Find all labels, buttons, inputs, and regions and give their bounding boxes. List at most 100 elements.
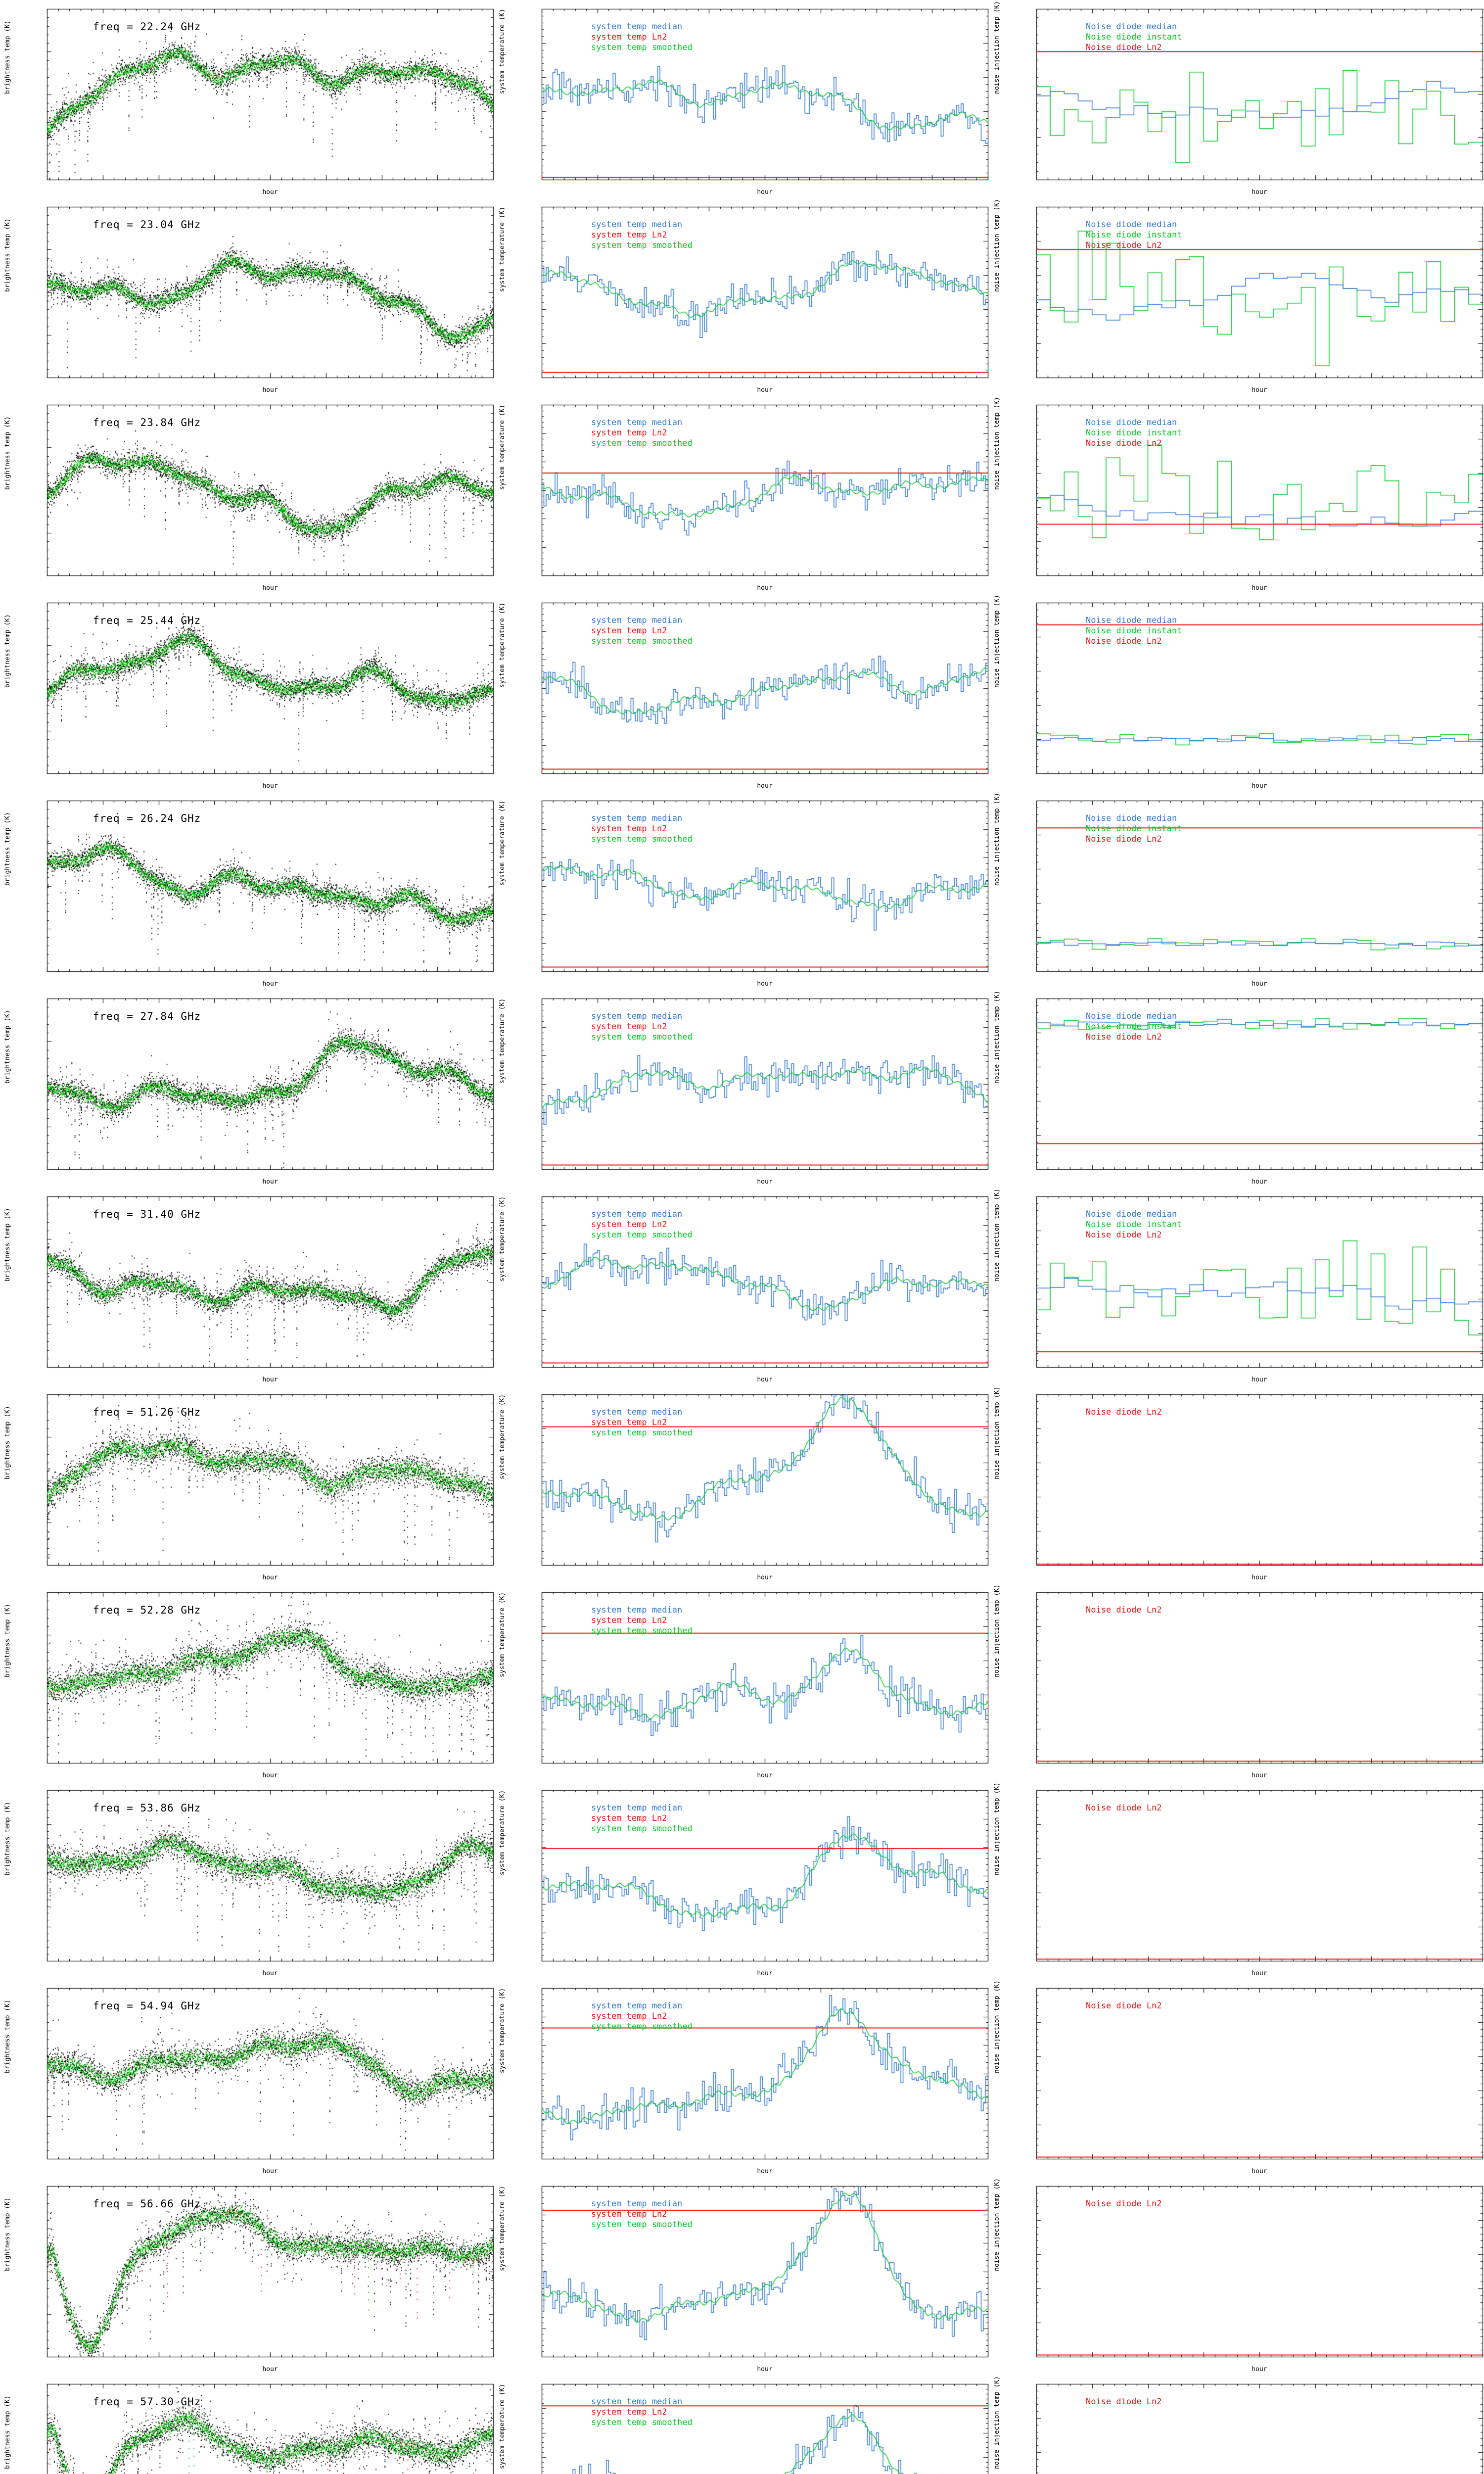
legend-entry: system temp Ln2: [591, 2011, 667, 2021]
noise-diode-plot-canvas: [989, 792, 1484, 990]
brightness-temp-panel: freq = 51.26 GHz brightness temp (K) hou…: [0, 1385, 495, 1583]
freq-label: freq = 25.44 GHz: [93, 615, 201, 626]
noise-diode-panel: Noise diode Ln2 noise injection temp (K)…: [989, 1583, 1484, 1781]
hour-x-axis-label: hour: [1252, 1178, 1267, 1186]
legend-entry: system temp smoothed: [591, 438, 693, 448]
legend-entry: system temp smoothed: [591, 2220, 693, 2230]
legend-entry: system temp Ln2: [591, 1813, 667, 1823]
system-temp-panel: system temp median system temp Ln2 system …: [495, 1979, 989, 2177]
legend-entry: Noise diode Ln2: [1086, 2001, 1162, 2011]
hour-x-axis-label: hour: [262, 386, 278, 394]
hour-x-axis-label: hour: [757, 189, 773, 196]
legend-entry: Noise diode median: [1086, 813, 1177, 823]
system-temp-panel: system temp median system temp Ln2 system …: [495, 990, 989, 1188]
system-temp-legend: system temp median system temp Ln2 system …: [591, 1605, 693, 1636]
channel-row: freq = 51.26 GHz brightness temp (K) hou…: [0, 1385, 1484, 1583]
brightness-temp-panel: freq = 22.24 GHz brightness temp (K) hou…: [0, 0, 495, 198]
legend-entry: Noise diode median: [1086, 616, 1177, 625]
channel-row: freq = 54.94 GHz brightness temp (K) hou…: [0, 1979, 1484, 2177]
system-temp-legend: system temp median system temp Ln2 system …: [591, 1011, 693, 1043]
brightness-temp-plot-canvas: [0, 990, 495, 1188]
legend-entry: system temp smoothed: [591, 1230, 693, 1240]
legend-entry: system temp Ln2: [591, 2209, 667, 2219]
legend-entry: system temp smoothed: [591, 43, 693, 52]
noise-diode-panel: Noise diode median Noise diode instant Noi…: [989, 396, 1484, 594]
legend-entry: Noise diode instant: [1086, 32, 1182, 42]
system-temp-panel: system temp median system temp Ln2 system …: [495, 2177, 989, 2375]
legend-entry: system temp median: [591, 2397, 683, 2407]
system-temp-plot-canvas: [495, 2177, 989, 2375]
legend-entry: Noise diode Ln2: [1086, 1032, 1162, 1042]
noise-diode-legend: Noise diode median Noise diode instant Noi…: [1086, 616, 1182, 647]
legend-entry: Noise diode instant: [1086, 1220, 1182, 1230]
channel-row: freq = 52.28 GHz brightness temp (K) hou…: [0, 1583, 1484, 1781]
noise-diode-legend: Noise diode median Noise diode instant Noi…: [1086, 22, 1182, 53]
system-temp-panel: system temp median system temp Ln2 system …: [495, 396, 989, 594]
system-temp-panel: system temp median system temp Ln2 system …: [495, 1583, 989, 1781]
brightness-temp-panel: freq = 26.24 GHz brightness temp (K) hou…: [0, 792, 495, 990]
legend-entry: Noise diode Ln2: [1086, 1605, 1162, 1615]
freq-label: freq = 57.30 GHz: [93, 2396, 201, 2408]
brightness-temp-panel: freq = 31.40 GHz brightness temp (K) hou…: [0, 1188, 495, 1385]
freq-label: freq = 52.28 GHz: [93, 1604, 201, 1616]
legend-entry: system temp Ln2: [591, 824, 667, 834]
hour-x-axis-label: hour: [262, 782, 278, 790]
legend-entry: Noise diode Ln2: [1086, 438, 1162, 448]
legend-entry: system temp smoothed: [591, 1032, 693, 1042]
system-temp-plot-canvas: [495, 0, 989, 198]
hour-x-axis-label: hour: [262, 2366, 278, 2373]
legend-entry: Noise diode median: [1086, 220, 1177, 230]
system-temp-panel: system temp median system temp Ln2 system …: [495, 1188, 989, 1385]
noise-diode-panel: Noise diode median Noise diode instant Noi…: [989, 792, 1484, 990]
system-temp-legend: system temp median system temp Ln2 system …: [591, 220, 693, 251]
freq-label: freq = 54.94 GHz: [93, 2000, 201, 2012]
legend-entry: system temp median: [591, 220, 683, 230]
freq-label: freq = 22.24 GHz: [93, 21, 201, 33]
system-temp-plot-canvas: [495, 1583, 989, 1781]
legend-entry: system temp median: [591, 1803, 683, 1813]
system-temp-plot-canvas: [495, 396, 989, 594]
noise-diode-panel: Noise diode Ln2 noise injection temp (K)…: [989, 1781, 1484, 1979]
noise-diode-panel: Noise diode Ln2 noise injection temp (K)…: [989, 2375, 1484, 2474]
noise-diode-plot-canvas: [989, 1583, 1484, 1781]
noise-diode-plot-canvas: [989, 1188, 1484, 1385]
system-temp-plot-canvas: [495, 1979, 989, 2177]
system-temp-legend: system temp median system temp Ln2 system …: [591, 418, 693, 449]
system-temp-panel: system temp median system temp Ln2 system …: [495, 792, 989, 990]
freq-label: freq = 26.24 GHz: [93, 812, 201, 824]
channel-row: freq = 23.84 GHz brightness temp (K) hou…: [0, 396, 1484, 594]
noise-diode-plot-canvas: [989, 1385, 1484, 1583]
legend-entry: system temp Ln2: [591, 1616, 667, 1625]
brightness-temp-panel: freq = 25.44 GHz brightness temp (K) hou…: [0, 594, 495, 792]
brightness-temp-plot-canvas: [0, 198, 495, 396]
hour-x-axis-label: hour: [757, 386, 773, 394]
brightness-temp-plot-canvas: [0, 1979, 495, 2177]
hour-x-axis-label: hour: [262, 1574, 278, 1581]
brightness-temp-plot-canvas: [0, 1583, 495, 1781]
hour-x-axis-label: hour: [262, 189, 278, 196]
channel-row: freq = 57.30 GHz brightness temp (K) hou…: [0, 2375, 1484, 2474]
brightness-temp-plot-canvas: [0, 1188, 495, 1385]
system-temp-plot-canvas: [495, 198, 989, 396]
legend-entry: system temp median: [591, 2001, 683, 2011]
brightness-temp-plot-canvas: [0, 1781, 495, 1979]
brightness-temp-panel: freq = 52.28 GHz brightness temp (K) hou…: [0, 1583, 495, 1781]
hour-x-axis-label: hour: [1252, 584, 1267, 592]
brightness-temp-plot-canvas: [0, 2177, 495, 2375]
legend-entry: system temp median: [591, 1605, 683, 1615]
hour-x-axis-label: hour: [1252, 1376, 1267, 1383]
channel-row: freq = 23.04 GHz brightness temp (K) hou…: [0, 198, 1484, 396]
freq-label: freq = 51.26 GHz: [93, 1406, 201, 1418]
noise-diode-legend: Noise diode Ln2: [1086, 1407, 1162, 1418]
system-temp-panel: system temp median system temp Ln2 system …: [495, 0, 989, 198]
hour-x-axis-label: hour: [757, 980, 773, 988]
brightness-temp-panel: freq = 56.66 GHz brightness temp (K) hou…: [0, 2177, 495, 2375]
system-temp-panel: system temp median system temp Ln2 system …: [495, 2375, 989, 2474]
brightness-temp-plot-canvas: [0, 396, 495, 594]
legend-entry: Noise diode instant: [1086, 824, 1182, 834]
system-temp-plot-canvas: [495, 1781, 989, 1979]
legend-entry: Noise diode Ln2: [1086, 1803, 1162, 1813]
system-temp-legend: system temp median system temp Ln2 system …: [591, 1407, 693, 1438]
freq-label: freq = 27.84 GHz: [93, 1010, 201, 1022]
freq-label: freq = 23.04 GHz: [93, 219, 201, 231]
